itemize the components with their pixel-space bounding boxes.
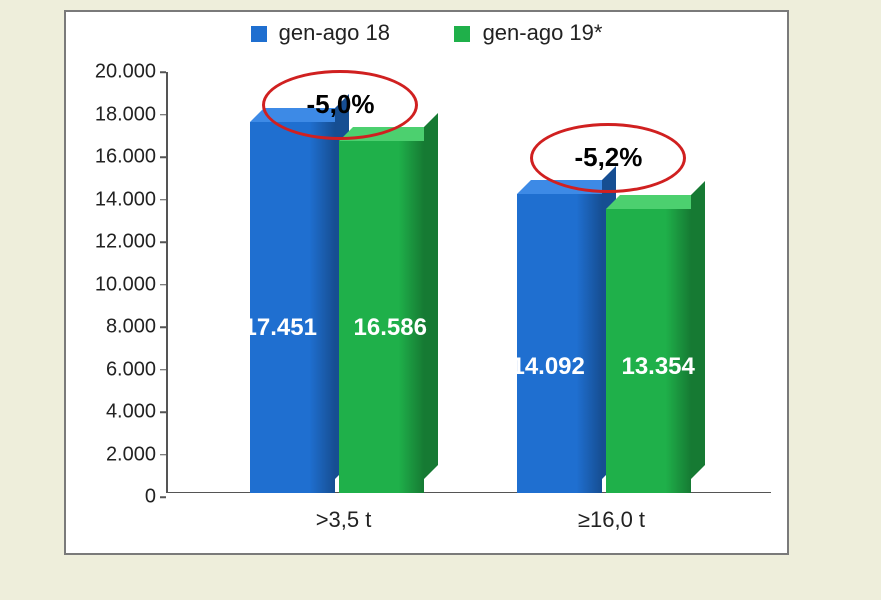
- y-tick-label: 16.000: [66, 146, 156, 169]
- y-tick-label: 10.000: [66, 273, 156, 296]
- bar-s1-cat1: [517, 194, 602, 493]
- y-tick-mark: [160, 326, 166, 328]
- y-tick-label: 8.000: [66, 316, 156, 339]
- y-tick-mark: [160, 411, 166, 413]
- delta-callout: -5,2%: [574, 142, 642, 173]
- bar-value-label: 13.354: [621, 353, 694, 381]
- y-tick-label: 12.000: [66, 231, 156, 254]
- legend: gen-ago 18 gen-ago 19*: [66, 20, 787, 46]
- bar-value-label: 14.092: [511, 353, 584, 381]
- y-tick-mark: [160, 71, 166, 73]
- y-tick-label: 4.000: [66, 401, 156, 424]
- y-tick-label: 0: [66, 486, 156, 509]
- x-category-label: ≥16,0 t: [578, 507, 645, 533]
- y-tick-mark: [160, 114, 166, 116]
- plot-area: 02.0004.0006.0008.00010.00012.00014.0001…: [166, 72, 771, 493]
- bar-s2-cat1: [606, 209, 691, 493]
- y-tick-mark: [160, 454, 166, 456]
- y-tick-mark: [160, 199, 166, 201]
- legend-swatch-s2: [454, 26, 470, 42]
- legend-item-s1: gen-ago 18: [251, 20, 390, 46]
- y-tick-mark: [160, 156, 166, 158]
- legend-label-s2: gen-ago 19*: [483, 20, 603, 45]
- y-tick-label: 14.000: [66, 188, 156, 211]
- y-tick-mark: [160, 241, 166, 243]
- delta-callout: -5,0%: [307, 89, 375, 120]
- bar-s1-cat0: [250, 122, 335, 493]
- y-tick-label: 2.000: [66, 443, 156, 466]
- chart-card: gen-ago 18 gen-ago 19* 02.0004.0006.0008…: [64, 10, 789, 555]
- y-tick-label: 18.000: [66, 103, 156, 126]
- bar-value-label: 16.586: [354, 314, 427, 342]
- y-axis: [166, 72, 168, 493]
- y-tick-mark: [160, 369, 166, 371]
- canvas: gen-ago 18 gen-ago 19* 02.0004.0006.0008…: [0, 0, 881, 600]
- bar-value-label: 17.451: [244, 314, 317, 342]
- x-category-label: >3,5 t: [316, 507, 372, 533]
- legend-item-s2: gen-ago 19*: [454, 20, 602, 46]
- legend-swatch-s1: [251, 26, 267, 42]
- y-tick-mark: [160, 284, 166, 286]
- y-tick-label: 20.000: [66, 61, 156, 84]
- legend-label-s1: gen-ago 18: [279, 20, 390, 45]
- y-tick-mark: [160, 496, 166, 498]
- y-tick-label: 6.000: [66, 358, 156, 381]
